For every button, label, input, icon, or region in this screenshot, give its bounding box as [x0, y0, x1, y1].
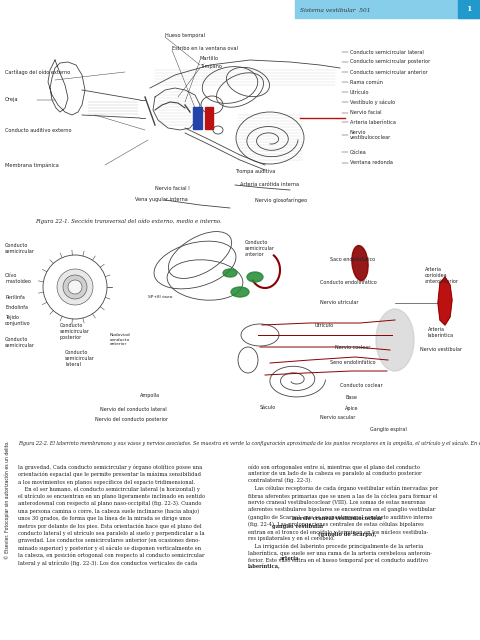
Ellipse shape [247, 272, 263, 282]
Text: Ampolla: Ampolla [140, 393, 160, 398]
Text: Conducto endolinfático: Conducto endolinfático [320, 280, 377, 285]
Text: Membrana timpánica: Membrana timpánica [5, 163, 59, 168]
Text: Nervio vestibular: Nervio vestibular [420, 347, 462, 352]
Text: Conducto
semicircular: Conducto semicircular [5, 337, 35, 348]
Text: Figura 22-2. El laberinto membranoso y sus vasos y nervios asociados. Se muestra: Figura 22-2. El laberinto membranoso y s… [18, 440, 480, 445]
Text: Utrículo: Utrículo [350, 90, 370, 95]
Text: Conducto
semicircular
lateral: Conducto semicircular lateral [65, 350, 95, 367]
Text: Nervio
vestibulococlear: Nervio vestibulococlear [350, 129, 391, 140]
Text: Nervio facial: Nervio facial [350, 111, 382, 115]
Text: Conducto
semicircular
anterior: Conducto semicircular anterior [245, 240, 275, 257]
Text: Ventana redonda: Ventana redonda [350, 161, 393, 166]
Text: Vestíbulo y sáculo: Vestíbulo y sáculo [350, 99, 395, 105]
Text: Arteria
laberíntica: Arteria laberíntica [428, 327, 454, 338]
Text: Arteria carótida interna: Arteria carótida interna [240, 182, 299, 188]
Text: Nervio del conducto posterior: Nervio del conducto posterior [95, 417, 168, 422]
Text: (ganglio de Scarpa),: (ganglio de Scarpa), [318, 532, 376, 537]
Text: Conducto auditivo externo: Conducto auditivo externo [5, 127, 72, 132]
Polygon shape [438, 277, 452, 325]
Text: Ápice: Ápice [345, 405, 359, 411]
Text: Seno endolinfático: Seno endolinfático [330, 360, 376, 365]
Text: Perilinfa: Perilinfa [5, 295, 25, 300]
Ellipse shape [63, 275, 87, 299]
Bar [458, 0, 480, 18]
Text: Sistema vestibular  501: Sistema vestibular 501 [300, 8, 371, 13]
Text: Estribo en la ventana oval: Estribo en la ventana oval [172, 45, 238, 51]
Text: Sáculo: Sáculo [260, 405, 276, 410]
Text: Saco endolinfático: Saco endolinfático [330, 257, 375, 262]
Text: Figura 22-1. Sección transversal del oído externo, medio e interno.: Figura 22-1. Sección transversal del oíd… [35, 218, 222, 223]
Text: Hueso temporal: Hueso temporal [165, 33, 205, 38]
Bar [193, 107, 202, 129]
Text: Base: Base [345, 395, 357, 400]
Text: Trompa auditiva: Trompa auditiva [235, 170, 275, 175]
Text: Oreja: Oreja [5, 97, 19, 102]
Ellipse shape [376, 309, 414, 371]
Text: Conducto semicircular lateral: Conducto semicircular lateral [350, 49, 424, 54]
Text: Conducto semicircular anterior: Conducto semicircular anterior [350, 70, 428, 74]
Text: Vena yugular interna: Vena yugular interna [135, 198, 188, 202]
Text: Endolinfa: Endolinfa [5, 305, 28, 310]
Text: Conducto
semicircular: Conducto semicircular [5, 243, 35, 254]
Text: la gravedad. Cada conducto semicircular y órgano otolítico posee una
orientación: la gravedad. Cada conducto semicircular … [18, 464, 205, 566]
Text: Nervio facial I: Nervio facial I [155, 186, 190, 191]
Text: Olívo
mastoideo: Olívo mastoideo [5, 273, 31, 284]
Text: Tímpano: Tímpano [200, 63, 222, 68]
Text: 1: 1 [466, 5, 472, 13]
Text: oído son ortogonales entre sí, mientras que el plano del conducto
anterior de un: oído son ortogonales entre sí, mientras … [248, 464, 438, 563]
Text: Nervio del conducto lateral: Nervio del conducto lateral [100, 407, 167, 412]
Bar [205, 107, 213, 129]
Text: Arteria
corioidea
anteroinferior: Arteria corioidea anteroinferior [425, 267, 459, 284]
Text: © Elsevier. Fotocopiar sin autorización es un delito.: © Elsevier. Fotocopiar sin autorización … [4, 441, 10, 559]
Text: Nervio coclear: Nervio coclear [335, 345, 371, 350]
Text: Cartílago del oído externo: Cartílago del oído externo [5, 69, 70, 75]
Text: Nervio glosofaríngeo: Nervio glosofaríngeo [255, 197, 307, 203]
Text: laberíntica,: laberíntica, [248, 564, 281, 570]
Text: SP+III óseo: SP+III óseo [148, 295, 172, 299]
Text: ganglio vestibular: ganglio vestibular [272, 524, 324, 529]
Text: Conducto coclear: Conducto coclear [340, 383, 383, 388]
Text: Rama común: Rama común [350, 79, 383, 84]
Text: Conducto
semicircular
posterior: Conducto semicircular posterior [60, 323, 90, 340]
Text: Nervio sacular: Nervio sacular [320, 415, 355, 420]
Text: Ganglio espiral: Ganglio espiral [370, 427, 407, 432]
Ellipse shape [57, 269, 93, 305]
Text: Tejido
conjuntivo: Tejido conjuntivo [5, 315, 31, 326]
Text: Cóclea: Cóclea [350, 150, 367, 154]
Text: arteria: arteria [280, 556, 300, 561]
Text: Nodoviod
conducto
anterior: Nodoviod conducto anterior [110, 333, 131, 346]
Text: Martillo: Martillo [200, 56, 219, 61]
Text: Utrículo: Utrículo [315, 323, 334, 328]
Bar [295, 0, 480, 18]
Text: nervio craneal vestibulococlear: nervio craneal vestibulococlear [293, 516, 383, 521]
Text: Conducto semicircular posterior: Conducto semicircular posterior [350, 60, 430, 65]
Ellipse shape [68, 280, 82, 294]
Ellipse shape [231, 287, 249, 297]
Text: Nervio utricular: Nervio utricular [320, 300, 359, 305]
Ellipse shape [352, 246, 368, 280]
Text: Arteria laberíntica: Arteria laberíntica [350, 120, 396, 125]
Ellipse shape [223, 269, 237, 277]
